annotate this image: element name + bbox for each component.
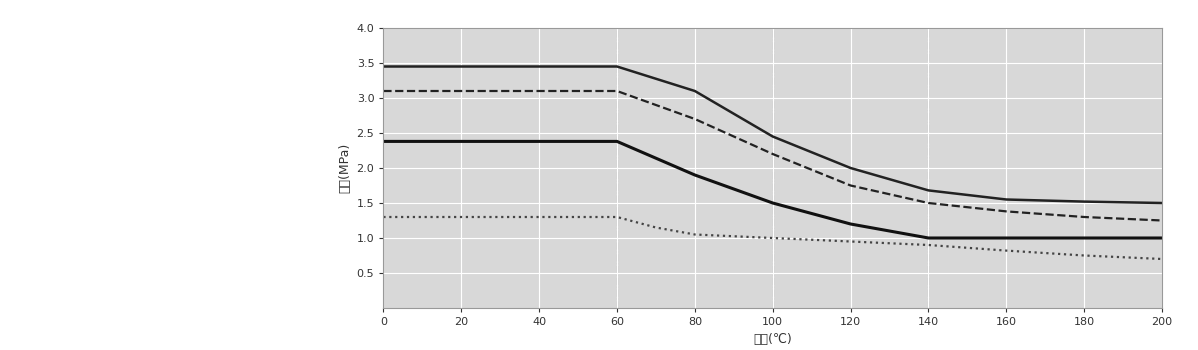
X-axis label: 温度(℃): 温度(℃): [754, 332, 792, 345]
Y-axis label: 圧力(MPa): 圧力(MPa): [338, 143, 351, 193]
